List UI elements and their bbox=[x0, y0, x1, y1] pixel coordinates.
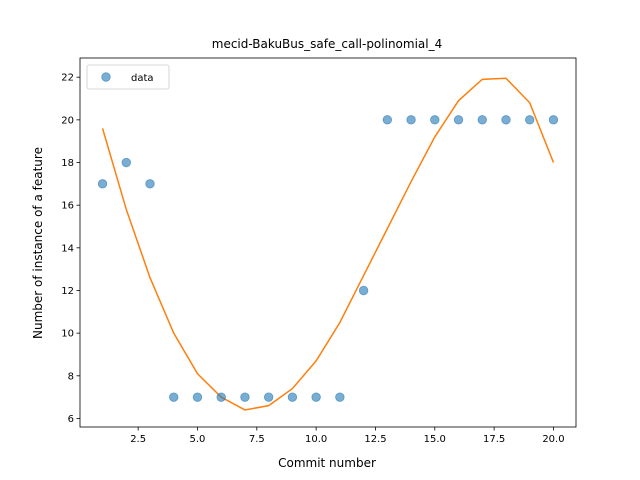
legend-label: data bbox=[131, 73, 154, 84]
data-point bbox=[287, 392, 298, 402]
y-tick-label: 10 bbox=[61, 329, 74, 340]
data-point bbox=[145, 179, 155, 189]
data-point bbox=[311, 392, 321, 402]
y-tick-label: 18 bbox=[61, 158, 74, 169]
y-tick-label: 8 bbox=[68, 371, 74, 382]
x-tick-label: 7.5 bbox=[249, 434, 265, 445]
y-tick-label: 14 bbox=[61, 243, 74, 254]
y-tick-label: 12 bbox=[61, 286, 74, 297]
chart-title: mecid-BakuBus_safe_call-polinomial_4 bbox=[212, 37, 442, 51]
data-point bbox=[548, 115, 559, 125]
data-point bbox=[192, 392, 203, 402]
data-point bbox=[216, 392, 226, 402]
x-axis-label: Commit number bbox=[278, 456, 376, 470]
data-point bbox=[453, 115, 464, 125]
y-tick-label: 22 bbox=[61, 73, 74, 84]
x-tick-label: 17.5 bbox=[483, 434, 505, 445]
data-point bbox=[97, 179, 108, 189]
x-tick-label: 20.0 bbox=[542, 434, 564, 445]
fit-line bbox=[101, 77, 555, 411]
legend-box bbox=[86, 64, 170, 90]
x-tick-label: 15.0 bbox=[424, 434, 446, 445]
x-tick-label: 5.0 bbox=[190, 434, 206, 445]
axes-frame bbox=[79, 57, 577, 428]
x-tick-label: 10.0 bbox=[305, 434, 327, 445]
plot-area: 2.5 5.0 7.5 10.0 12.5 15.0 17.5 20.0 6 8 10 12 14 16 1… bbox=[61, 57, 577, 445]
data-point bbox=[406, 115, 416, 125]
y-tick-label: 6 bbox=[68, 414, 74, 425]
data-point bbox=[477, 115, 487, 125]
data-point bbox=[335, 392, 345, 402]
y-tick-label: 16 bbox=[61, 201, 74, 212]
data-point bbox=[121, 157, 131, 168]
data-point bbox=[430, 115, 440, 125]
x-tick-label: 2.5 bbox=[130, 434, 146, 445]
data-point bbox=[263, 392, 274, 402]
data-point bbox=[382, 115, 393, 125]
data-point bbox=[169, 392, 179, 402]
y-tick-label: 20 bbox=[61, 115, 74, 126]
data-point bbox=[240, 392, 250, 402]
legend-marker bbox=[101, 72, 111, 82]
data-point bbox=[501, 115, 511, 125]
y-axis-label: Number of instance of a feature bbox=[31, 147, 45, 339]
x-tick-label: 12.5 bbox=[364, 434, 386, 445]
data-point bbox=[525, 115, 535, 125]
data-point bbox=[358, 285, 369, 296]
